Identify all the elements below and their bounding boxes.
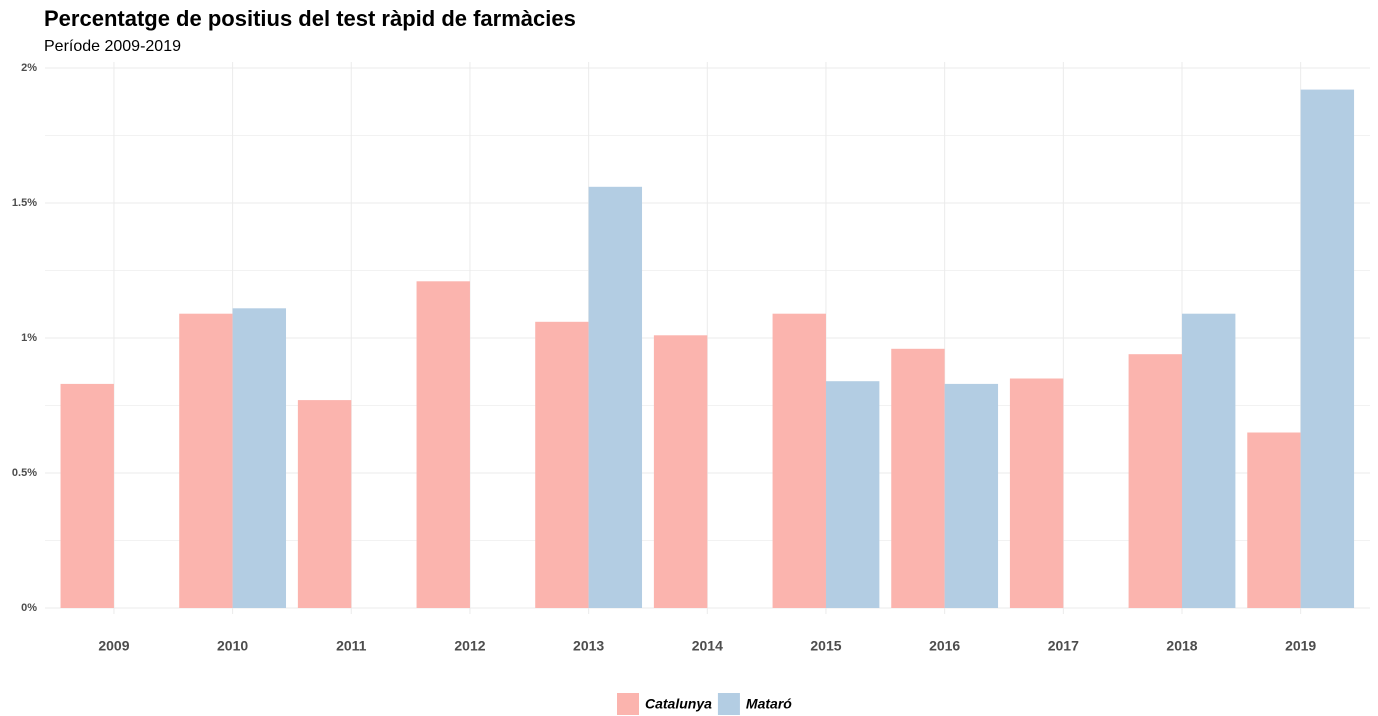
x-tick-label: 2010	[217, 638, 248, 654]
bar	[772, 313, 826, 608]
chart-subtitle: Període 2009-2019	[44, 38, 181, 55]
x-tick-label: 2019	[1285, 638, 1316, 654]
x-tick-label: 2017	[1048, 638, 1079, 654]
y-tick-label: 1%	[21, 332, 37, 344]
bar	[535, 321, 589, 608]
y-tick-label: 0%	[21, 602, 37, 614]
x-tick-label: 2015	[810, 638, 841, 654]
legend-swatch	[617, 693, 639, 715]
x-tick-label: 2011	[336, 638, 367, 654]
bar	[232, 308, 287, 608]
legend-swatch	[717, 693, 740, 715]
bar	[891, 348, 945, 608]
bar	[1128, 354, 1182, 608]
bar	[588, 186, 643, 609]
bar	[825, 381, 880, 608]
chart-title: Percentatge de positius del test ràpid d…	[44, 6, 576, 31]
y-tick-label: 1.5%	[12, 197, 37, 209]
bar	[297, 400, 352, 608]
x-tick-label: 2012	[454, 638, 485, 654]
y-tick-label: 0.5%	[12, 467, 37, 479]
x-tick-label: 2016	[929, 638, 960, 654]
x-tick-label: 2013	[573, 638, 604, 654]
bar	[416, 281, 470, 608]
x-tick-label: 2018	[1166, 638, 1197, 654]
bar	[1300, 89, 1355, 609]
legend-label: Catalunya	[645, 696, 712, 712]
legend-label: Mataró	[746, 696, 792, 712]
bar	[1247, 432, 1301, 608]
bar	[60, 383, 114, 608]
bar	[1009, 378, 1064, 608]
bar	[944, 383, 999, 608]
x-tick-label: 2014	[692, 638, 723, 654]
bar	[653, 335, 708, 608]
x-tick-label: 2009	[98, 638, 129, 654]
y-tick-label: 2%	[21, 62, 37, 74]
bar	[1181, 313, 1236, 608]
bar	[179, 313, 233, 608]
